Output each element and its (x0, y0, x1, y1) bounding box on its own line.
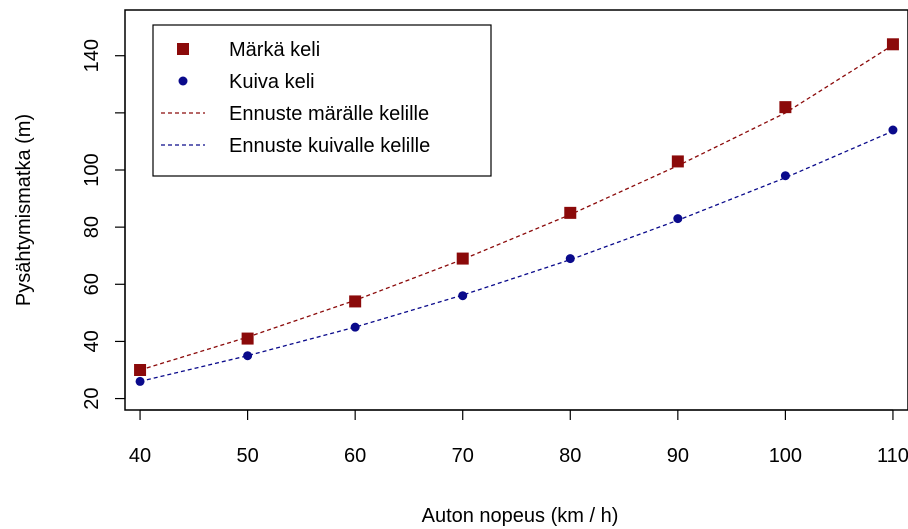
legend: Märkä keli Kuiva keli Ennuste märälle keli… (152, 24, 492, 177)
point-circle (673, 214, 683, 224)
legend-label: Ennuste kuivalle kelille (229, 135, 430, 157)
point-circle (350, 322, 360, 332)
point-circle (135, 376, 145, 386)
point-square (564, 206, 577, 219)
point-square (886, 38, 899, 51)
y-tick-label: 40 (81, 330, 103, 352)
point-circle (780, 171, 790, 181)
legend-swatch-square (177, 43, 189, 55)
prediction-lines (139, 44, 894, 383)
x-axis: 40 50 60 70 80 90 100 110 (129, 409, 908, 467)
point-square (671, 155, 684, 168)
x-tick-label: 70 (452, 445, 474, 467)
x-axis-title: Auton nopeus (km / h) (422, 505, 619, 527)
legend-label: Märkä keli (229, 39, 320, 61)
legend-box (152, 24, 492, 177)
series-line-2 (139, 130, 894, 383)
y-tick-label: 20 (81, 387, 103, 409)
x-tick-label: 50 (236, 445, 258, 467)
x-tick-label: 100 (769, 445, 802, 467)
legend-label: Ennuste märälle kelille (229, 103, 429, 125)
point-square (241, 332, 254, 345)
y-tick-label: 100 (81, 153, 103, 186)
legend-label: Kuiva keli (229, 71, 315, 93)
point-square (456, 252, 469, 265)
y-tick-label: 80 (81, 216, 103, 238)
y-axis-title: Pysähtymismatka (m) (13, 114, 35, 306)
x-tick-label: 40 (129, 445, 151, 467)
point-square (779, 101, 792, 114)
point-square (349, 295, 362, 308)
point-circle (565, 254, 575, 264)
x-tick-label: 90 (667, 445, 689, 467)
x-tick-label: 60 (344, 445, 366, 467)
point-square (134, 364, 147, 376)
legend-swatch-circle (178, 76, 188, 86)
x-tick-label: 110 (877, 445, 908, 467)
x-tick-label: 80 (559, 445, 581, 467)
y-tick-label: 140 (81, 39, 103, 72)
series-line-1 (139, 44, 894, 371)
y-tick-label: 60 (81, 273, 103, 295)
point-circle (888, 125, 898, 135)
point-circle (243, 351, 253, 361)
y-axis: 20 40 60 80 100 140 (81, 39, 126, 410)
data-points (134, 38, 899, 386)
point-circle (458, 291, 468, 301)
